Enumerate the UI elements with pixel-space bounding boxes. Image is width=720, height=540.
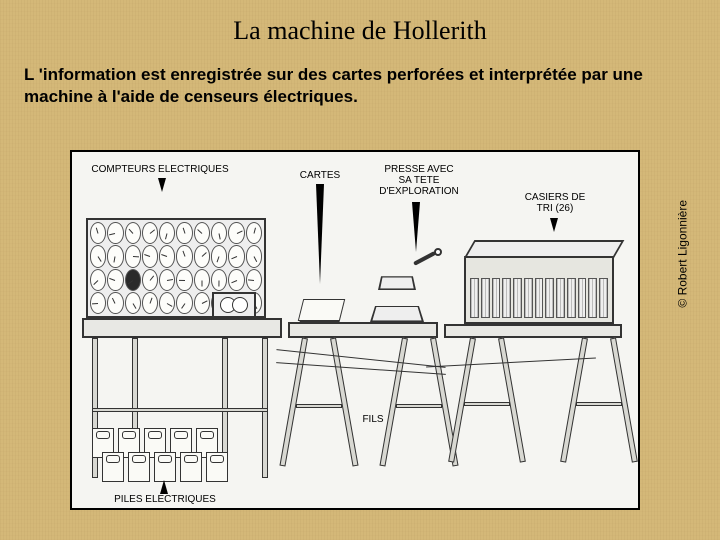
clock-module: [212, 292, 256, 318]
arrow-icon: [550, 218, 558, 232]
dial-icon: [90, 245, 106, 267]
reading-press: [370, 264, 424, 322]
dial-icon: [142, 269, 158, 291]
label-press: PRESSE AVEC SA TETE D'EXPLORATION: [364, 164, 474, 197]
label-counters: COMPTEURS ELECTRIQUES: [90, 164, 230, 175]
dial-icon: [194, 269, 210, 291]
dial-icon: [142, 222, 158, 244]
dial-icon: [194, 222, 210, 244]
sorter-slot: [599, 278, 608, 318]
dial-icon: [211, 245, 227, 267]
sorter-slot: [578, 278, 587, 318]
hollerith-diagram: COMPTEURS ELECTRIQUES CARTES PRESSE AVEC…: [70, 150, 640, 510]
table-left: [82, 318, 282, 338]
image-credit: © Robert Ligonnière: [676, 200, 690, 308]
wires: [296, 338, 426, 408]
dial-icon: [176, 292, 192, 314]
dial-icon: [194, 245, 210, 267]
dial-icon: [90, 222, 106, 244]
dial-icon: [211, 222, 227, 244]
table-leg: [498, 337, 526, 462]
table-middle: [288, 322, 438, 338]
table-brace: [92, 408, 268, 412]
sorter-slot: [556, 278, 565, 318]
arrow-icon: [316, 184, 324, 284]
dial-icon: [90, 292, 106, 314]
label-wires: FILS: [348, 414, 398, 425]
dial-icon: [90, 269, 106, 291]
figure-container: COMPTEURS ELECTRIQUES CARTES PRESSE AVEC…: [70, 150, 662, 512]
sorter-slot: [470, 278, 479, 318]
table-right: [444, 324, 622, 338]
dial-icon: [159, 269, 175, 291]
dial-icon: [107, 269, 123, 291]
dial-icon: [107, 245, 123, 267]
table-brace: [576, 402, 622, 406]
card-stack: [300, 302, 345, 322]
dial-icon: [142, 245, 158, 267]
sorter-slot: [535, 278, 544, 318]
dial-icon: [246, 245, 262, 267]
label-batteries: PILES ELECTRIQUES: [100, 494, 230, 505]
dial-icon: [194, 292, 210, 314]
sorter-slot: [513, 278, 522, 318]
slide-description: L 'information est enregistrée sur des c…: [0, 64, 720, 122]
dial-icon: [125, 245, 141, 267]
dial-icon: [176, 245, 192, 267]
dial-icon: [125, 292, 141, 314]
dial-icon: [228, 222, 244, 244]
dial-icon: [211, 269, 227, 291]
sorter-slot: [545, 278, 554, 318]
sorter-slot: [567, 278, 576, 318]
dial-icon: [246, 269, 262, 291]
sorting-cabinet: [464, 256, 614, 324]
dial-icon: [107, 222, 123, 244]
sorter-slot: [481, 278, 490, 318]
dial-icon: [159, 245, 175, 267]
sorter-slot: [524, 278, 533, 318]
table-leg: [448, 337, 476, 462]
arrow-icon: [158, 178, 166, 192]
table-brace: [464, 402, 510, 406]
sorter-slot: [492, 278, 501, 318]
dial-icon: [159, 222, 175, 244]
dial-icon: [228, 269, 244, 291]
dial-icon: [246, 222, 262, 244]
dial-icon: [159, 292, 175, 314]
sorter-slot: [502, 278, 511, 318]
battery-jars: [92, 428, 242, 488]
dial-icon: [107, 292, 123, 314]
table-leg: [560, 337, 588, 462]
label-sorter: CASIERS DE TRI (26): [510, 192, 600, 214]
slide-title: La machine de Hollerith: [0, 0, 720, 64]
table-leg: [610, 337, 638, 462]
dial-icon: [176, 222, 192, 244]
label-cards: CARTES: [290, 170, 350, 181]
arrow-icon: [160, 480, 168, 494]
dial-icon: [125, 269, 141, 291]
dial-icon: [228, 245, 244, 267]
dial-icon: [176, 269, 192, 291]
dial-icon: [125, 222, 141, 244]
arrow-icon: [412, 202, 420, 252]
dial-icon: [142, 292, 158, 314]
sorter-slot: [588, 278, 597, 318]
